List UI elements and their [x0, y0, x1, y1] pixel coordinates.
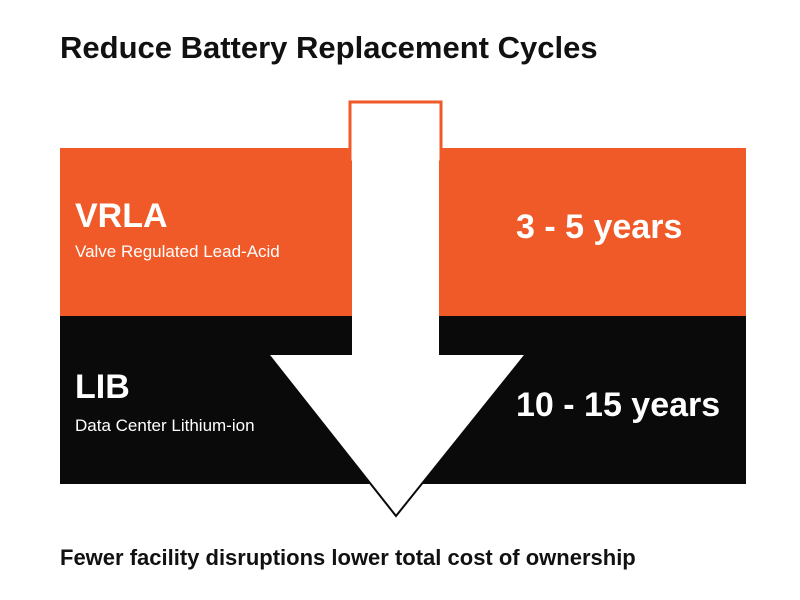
vrla-lifespan: 3 - 5 years — [516, 208, 683, 246]
lib-description: Data Center Lithium-ion — [75, 416, 255, 435]
vrla-description: Valve Regulated Lead-Acid — [75, 242, 280, 261]
down-arrow-icon — [265, 100, 529, 518]
footer-caption: Fewer facility disruptions lower total c… — [60, 545, 636, 570]
lib-lifespan: 10 - 15 years — [516, 386, 721, 424]
vrla-name: VRLA — [75, 197, 168, 235]
lib-name: LIB — [75, 368, 130, 406]
page-title: Reduce Battery Replacement Cycles — [60, 30, 598, 65]
